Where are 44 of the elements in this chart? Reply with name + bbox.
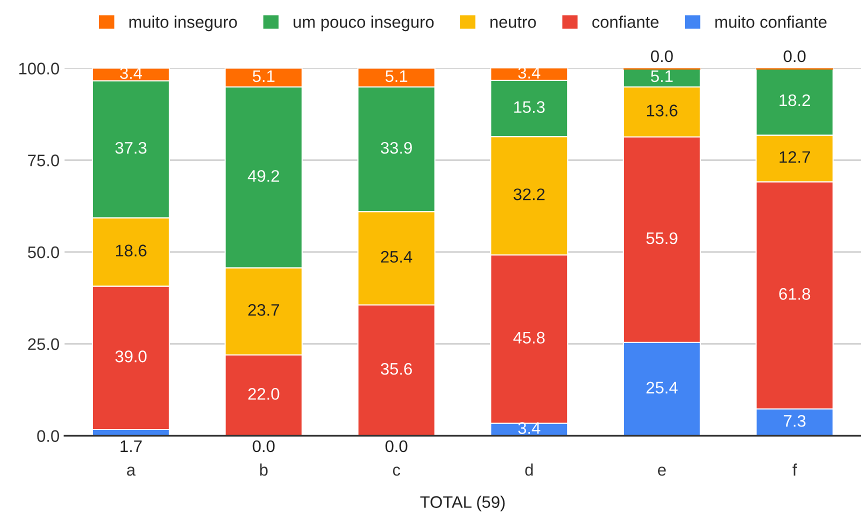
data-label: 7.3: [784, 415, 806, 427]
data-label: 18.2: [780, 94, 810, 106]
data-label: 49.2: [248, 170, 280, 182]
x-tick-label: b: [260, 464, 268, 476]
data-label: 55.9: [646, 232, 678, 244]
data-label: 5.1: [386, 70, 408, 82]
data-label: 0.0: [784, 50, 806, 62]
data-label: 12.7: [780, 151, 810, 163]
data-label: 32.2: [514, 188, 545, 200]
y-tick-label: 25.0: [28, 338, 60, 350]
data-label: 25.4: [646, 382, 678, 394]
data-label: 0.0: [385, 440, 408, 452]
legend-label: muito inseguro: [129, 16, 237, 32]
data-label: 0.0: [650, 50, 673, 62]
data-label: 0.0: [252, 440, 275, 452]
data-label: 22.0: [248, 388, 280, 400]
x-tick-label: c: [392, 466, 400, 476]
legend-label: confiante: [592, 16, 659, 28]
y-tick-label: 100.0: [19, 62, 60, 74]
y-tick-label: 50.0: [28, 246, 60, 258]
x-axis-title: TOTAL (59): [420, 496, 505, 512]
data-label: 5.1: [650, 70, 673, 82]
legend-label: um pouco inseguro: [294, 16, 434, 32]
y-tick-label: 0.0: [37, 430, 60, 442]
data-label: 61.8: [779, 288, 810, 300]
data-label: 39.0: [115, 350, 147, 362]
data-label: 18.6: [116, 244, 146, 256]
legend-label: muito confiante: [715, 16, 827, 28]
data-label: 45.8: [513, 332, 545, 344]
data-label: 1.7: [120, 440, 142, 452]
data-label: 33.9: [380, 142, 412, 154]
x-tick-label: f: [792, 464, 797, 476]
data-label: 15.3: [514, 101, 545, 113]
data-label: 13.6: [646, 104, 678, 116]
data-label: 25.4: [381, 250, 412, 263]
data-label: 37.3: [115, 142, 146, 154]
data-label: 23.7: [248, 304, 280, 316]
x-tick-label: e: [658, 466, 666, 476]
legend-label: neutro: [490, 16, 536, 28]
y-tick-label: 75.0: [28, 154, 60, 166]
data-label: 5.1: [252, 70, 274, 82]
data-label: 35.6: [380, 363, 412, 375]
x-tick-label: d: [525, 464, 533, 476]
x-tick-label: a: [127, 466, 136, 476]
